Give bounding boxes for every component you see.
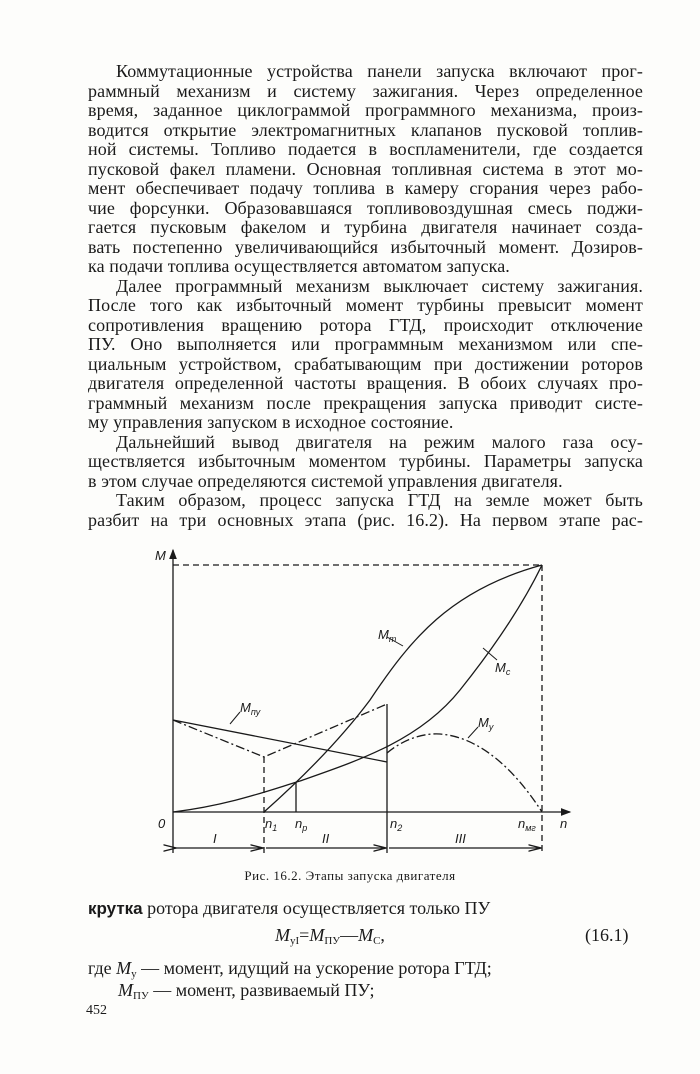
page-number: 452 (86, 1003, 107, 1018)
text-line: му управления запуском в исходное состоя… (88, 412, 454, 432)
text-line: водится открытие электромагнитных клапан… (88, 119, 643, 140)
text-line: После того как избыточный момент турбины… (88, 295, 643, 315)
text-line: Дальнейший вывод двигателя на режим мало… (116, 431, 643, 452)
text-line: ной системы. Топливо подается в воспламе… (88, 139, 643, 159)
text-line: граммный механизм после прекращения запу… (88, 392, 643, 413)
curve-my (386, 733, 543, 813)
text-line: время, заданное циклограммой программног… (88, 100, 643, 120)
label-mc: Mс (495, 660, 511, 677)
text-line: сопротивления вращению ротора ГТД, проис… (88, 314, 643, 335)
curve-mt (263, 564, 543, 813)
text-line: мент обеспечивает подачу топлива в камер… (88, 178, 643, 198)
tick-np: nр (295, 816, 307, 833)
text-line: Коммутационные устройства панели запуска… (116, 61, 643, 81)
stage-2-label: II (322, 831, 330, 846)
curve-mpu-minus-mc (172, 703, 388, 758)
figure-caption: Рис. 16.2. Этапы запуска двигателя (244, 868, 456, 883)
stage-1-label: I (213, 831, 217, 846)
text-line: раммный механизм и систему зажигания. Че… (88, 80, 643, 101)
label-mt: Mт (378, 627, 397, 644)
text-line: в этом случае определяются системой упра… (88, 470, 563, 491)
text-line: Далее программный механизм выключает сис… (116, 275, 643, 296)
text-line: разбит на три основных этапа (рис. 16.2)… (88, 509, 643, 530)
formula-16-1: MуI=MПУ—MС, (275, 925, 385, 947)
stage-3-label: III (455, 831, 466, 846)
text-line: ПУ. Оно выполняется или программным меха… (88, 334, 643, 354)
continuation-line: крутка ротора двигателя осуществляется т… (88, 898, 491, 918)
text-line: Таким образом, процесс запуска ГТД на зе… (116, 490, 643, 510)
tick-n2: n2 (390, 816, 402, 833)
label-my: Mу (478, 715, 494, 732)
text-line: пусковой факел пламени. Основная топливн… (88, 158, 643, 179)
tick-n1: n1 (265, 816, 277, 833)
text-line: циальным устройством, срабатывающим при … (88, 353, 643, 374)
definition-mpu: MПУ — момент, развиваемый ПУ; (118, 980, 375, 1002)
axis-y-label: M (155, 548, 166, 563)
text-line: ка подачи топлива осуществляется автомат… (88, 256, 510, 276)
curve-mpu (172, 719, 388, 763)
text-line: двигателя определенной частоты вращения.… (88, 373, 643, 393)
text-line: гается пусковым факелом и турбина двигат… (88, 217, 643, 237)
tick-nmg: nмг (518, 816, 536, 833)
curve-mc (172, 564, 543, 813)
label-mpu: Mпу (240, 700, 261, 717)
text-line: вать постепенно увеличивающийся избыточн… (88, 236, 643, 257)
axis-x-label: n (560, 816, 567, 831)
definition-my: где Mу — момент, идущий на ускорение рот… (88, 958, 492, 980)
origin-label: 0 (158, 816, 166, 831)
formula-number: (16.1) (585, 925, 629, 945)
text-line: ществляется избыточным моментом турбины.… (88, 451, 643, 471)
text-line: чие форсунки. Образовавшаяся топливовозд… (88, 197, 643, 218)
